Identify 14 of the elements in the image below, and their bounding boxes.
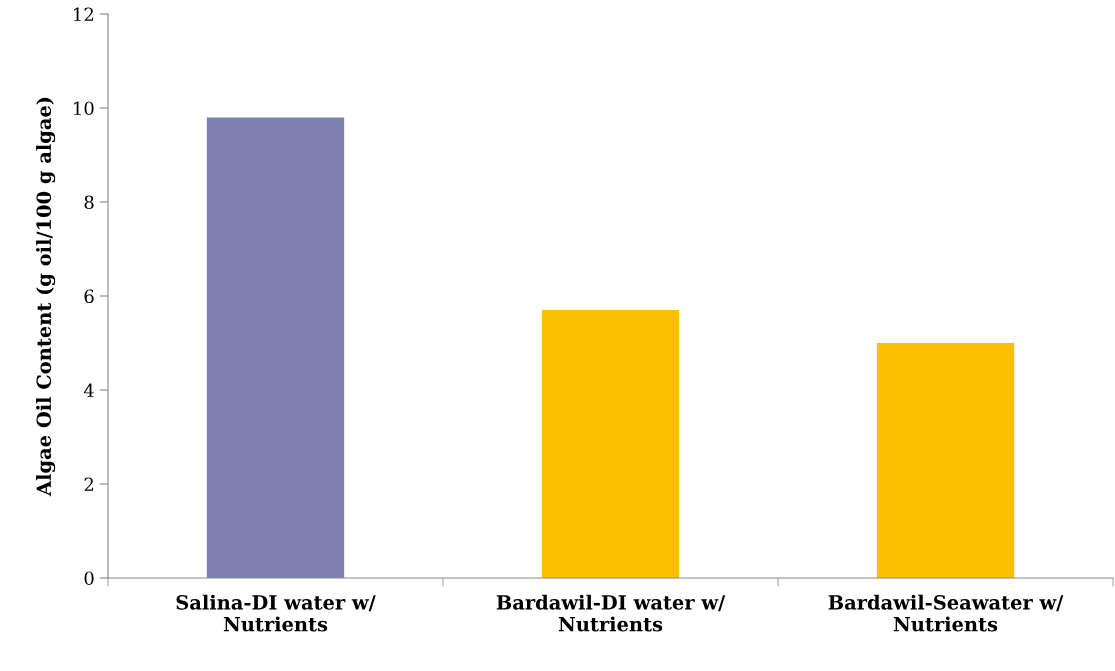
y-tick-label: 12 (74, 7, 94, 21)
y-tick-label: 4 (83, 383, 94, 397)
y-tick-label: 0 (84, 571, 94, 586)
y-axis-title: Algae Oil Content (g oil/100 g algae) (36, 97, 56, 497)
bar (541, 310, 680, 578)
y-tick-label: 2 (84, 477, 94, 491)
bar (206, 117, 345, 578)
y-tick-label: 10 (74, 101, 94, 116)
y-tick-label: 6 (84, 289, 94, 304)
x-tick-label: Bardawil-DI water w/ Nutrients (496, 594, 726, 632)
y-tick-label: 8 (84, 195, 94, 210)
x-tick-label: Salina-DI water w/ Nutrients (176, 594, 376, 632)
x-tick-label: Bardawil-Seawater w/ Nutrients (828, 594, 1064, 632)
bar (876, 343, 1015, 578)
